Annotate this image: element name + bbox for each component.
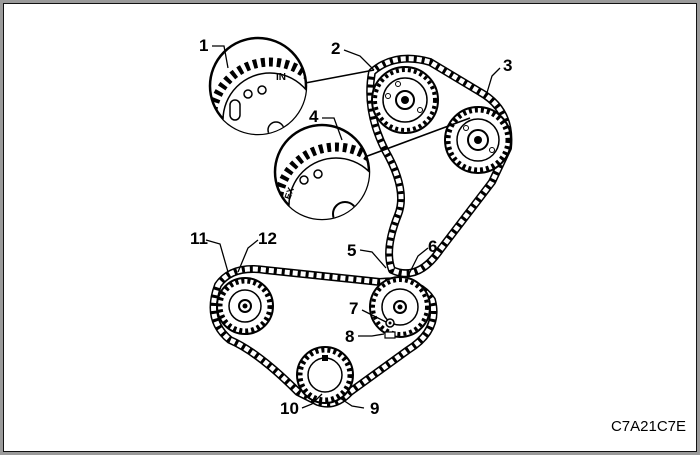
figure-code: C7A21C7E: [610, 418, 686, 435]
callout-8: 8: [345, 327, 354, 346]
callout-12: 12: [258, 229, 277, 248]
idler-sprocket: [369, 276, 431, 338]
callout-3: 3: [503, 56, 512, 75]
callout-4: 4: [309, 107, 319, 126]
intake-cam-sprocket: [371, 66, 439, 134]
intake-mark-label: IN: [276, 72, 286, 83]
callout-5: 5: [347, 241, 356, 260]
exhaust-cam-sprocket: [444, 106, 512, 174]
callout-labels: 1 2 3 4 5 6 7 8 9 10 11 12: [190, 36, 512, 418]
callout-9: 9: [370, 399, 379, 418]
exhaust-timing-mark-inset: EX: [273, 117, 471, 221]
callout-7: 7: [349, 299, 358, 318]
lower-timing-chain: [209, 265, 438, 408]
exhaust-mark-label: EX: [282, 186, 296, 201]
callout-leaders: [205, 45, 501, 409]
intake-timing-mark-inset: IN: [208, 36, 375, 136]
callout-6: 6: [428, 237, 437, 256]
callout-1: 1: [199, 36, 208, 55]
balance-shaft-sprocket: [216, 277, 274, 335]
callout-2: 2: [331, 39, 340, 58]
crankshaft-sprocket: [296, 346, 354, 404]
chain-tensioner: [384, 318, 396, 339]
callout-10: 10: [280, 399, 299, 418]
callout-11: 11: [190, 229, 208, 248]
